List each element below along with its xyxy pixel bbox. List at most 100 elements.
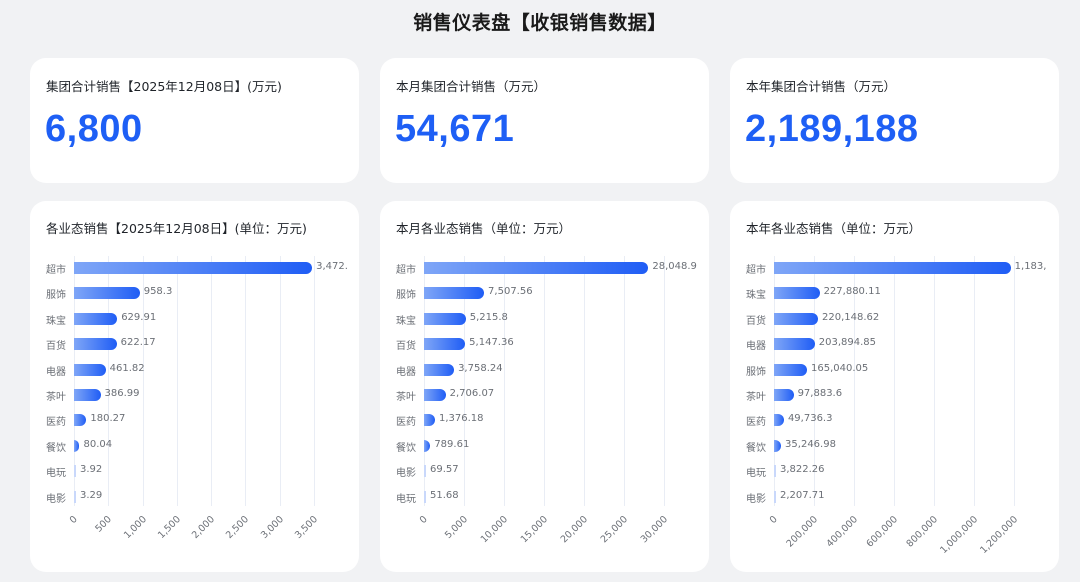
gridline: [584, 256, 585, 506]
bar[interactable]: [424, 338, 466, 351]
value-label: 3.29: [80, 489, 103, 501]
category-label: 服饰: [46, 290, 66, 302]
value-label: 2,706.07: [449, 388, 495, 399]
value-label: 203,894.85: [818, 337, 877, 349]
bar[interactable]: [424, 262, 649, 274]
bar[interactable]: [424, 414, 435, 427]
value-label: 461.82: [109, 362, 145, 374]
bar[interactable]: [774, 262, 1011, 274]
bar[interactable]: [774, 312, 819, 325]
bar[interactable]: [424, 490, 426, 503]
x-tick-label: 30,000: [638, 514, 670, 546]
bar[interactable]: [774, 439, 782, 452]
category-label: 服饰: [746, 366, 766, 378]
category-label: 珠宝: [396, 315, 416, 327]
category-label: 医药: [746, 417, 766, 429]
value-label: 3,758.24: [458, 362, 503, 374]
bar[interactable]: [74, 465, 76, 478]
bar[interactable]: [774, 465, 776, 478]
category-label: 医药: [46, 417, 66, 429]
gridline: [504, 256, 505, 506]
value-label: 622.17: [120, 337, 156, 349]
value-label: 5,147.36: [469, 337, 514, 349]
x-tick-label: 5,000: [442, 514, 470, 542]
bar[interactable]: [74, 262, 313, 274]
category-label: 电影: [46, 493, 66, 505]
bar[interactable]: [424, 312, 466, 325]
value-label: 3,472.: [316, 261, 348, 272]
gridline: [464, 256, 465, 506]
category-label: 百货: [396, 341, 416, 353]
category-label: 超市: [746, 265, 766, 276]
x-tick-label: 10,000: [478, 514, 510, 546]
category-label: 餐饮: [396, 442, 416, 454]
gridline: [314, 256, 315, 506]
x-tick-label: 1,000,000: [937, 514, 980, 556]
category-label: 百货: [46, 341, 66, 353]
category-label: 超市: [396, 265, 416, 276]
category-label: 珠宝: [746, 290, 766, 302]
bar[interactable]: [774, 414, 784, 427]
bar[interactable]: [424, 287, 485, 300]
value-label: 629.91: [121, 311, 157, 323]
bar[interactable]: [74, 439, 80, 452]
kpi-card-month: 本月集团合计销售（万元） 54,671: [380, 58, 709, 183]
chart-card-month: 本月各业态销售（单位：万元） 0 5,000 10,000 15,000 20,000 2…: [380, 201, 709, 572]
x-tick-label: 2,500: [223, 514, 251, 542]
bar[interactable]: [74, 414, 87, 427]
category-label: 服饰: [396, 290, 416, 302]
category-label: 电器: [746, 341, 766, 353]
bar[interactable]: [774, 363, 807, 376]
bar[interactable]: [424, 439, 431, 452]
x-tick-label: 15,000: [518, 514, 550, 546]
category-label: 餐饮: [746, 442, 766, 454]
value-label: 3,822.26: [780, 464, 825, 476]
value-label: 5,215.8: [469, 311, 508, 323]
kpi-label: 本年集团合计销售（万元）: [746, 79, 897, 94]
bar[interactable]: [774, 389, 794, 401]
x-tick-label: 0: [67, 514, 80, 527]
value-label: 386.99: [104, 388, 140, 399]
category-label: 电器: [396, 366, 416, 378]
category-label: 电玩: [396, 493, 416, 505]
value-label: 220,148.62: [822, 311, 880, 323]
value-label: 97,883.6: [797, 388, 843, 399]
category-label: 电影: [396, 468, 416, 480]
value-label: 35,246.98: [785, 438, 836, 450]
gridline: [814, 256, 815, 506]
kpi-card-year: 本年集团合计销售（万元） 2,189,188: [730, 58, 1059, 183]
bar[interactable]: [424, 363, 455, 376]
gridline: [664, 256, 665, 506]
category-label: 茶叶: [396, 392, 416, 403]
kpi-value: 6,800: [45, 108, 143, 150]
kpi-value: 2,189,188: [745, 108, 919, 150]
bar[interactable]: [74, 287, 140, 300]
bar[interactable]: [74, 312, 118, 325]
bar[interactable]: [774, 287, 820, 300]
kpi-label: 本月集团合计销售（万元）: [396, 79, 547, 94]
x-tick-label: 0: [417, 514, 430, 527]
value-label: 7,507.56: [488, 286, 533, 298]
value-label: 180.27: [90, 413, 126, 425]
bar[interactable]: [74, 389, 101, 401]
bar[interactable]: [774, 490, 776, 503]
x-tick-label: 200,000: [784, 514, 820, 550]
value-label: 28,048.9: [652, 261, 697, 272]
value-label: 789.61: [434, 438, 470, 450]
value-label: 1,376.18: [439, 413, 484, 425]
bar[interactable]: [424, 389, 446, 401]
x-tick-label: 2,000: [189, 514, 217, 542]
value-label: 958.3: [143, 286, 173, 298]
x-tick-label: 20,000: [558, 514, 590, 546]
gridline: [74, 256, 75, 506]
bar[interactable]: [774, 338, 815, 351]
gridline: [211, 256, 212, 506]
bar[interactable]: [74, 338, 117, 351]
value-label: 80.04: [83, 438, 113, 450]
category-label: 电玩: [46, 468, 66, 480]
bar[interactable]: [74, 363, 106, 376]
value-label: 227,880.11: [823, 286, 881, 298]
bar[interactable]: [424, 465, 426, 478]
gridline: [774, 256, 775, 506]
bar[interactable]: [74, 490, 76, 503]
